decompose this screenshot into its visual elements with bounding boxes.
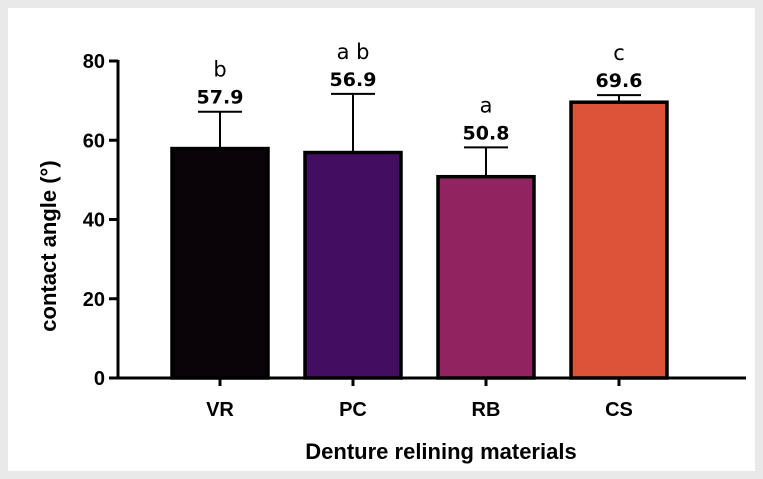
bar-vr	[170, 146, 270, 380]
significance-letter-rb: a	[480, 93, 493, 117]
x-axis-title: Denture relining materials	[305, 439, 576, 464]
significance-letter-cs: c	[613, 41, 625, 65]
figure-panel: 57.9 b 56.9 a b 50.8 a 69.6 c VR PC RB CS 0 20 40 60 80…	[8, 8, 755, 471]
y-tick-label-60: 60	[83, 130, 105, 152]
value-label-vr: 57.9	[197, 87, 244, 109]
y-tick-label-20: 20	[83, 289, 105, 311]
error-bars-layer	[198, 92, 641, 177]
y-tick-label-40: 40	[83, 210, 105, 232]
bar-cs	[569, 100, 669, 380]
bar-pc	[303, 150, 403, 380]
x-tick-label-pc: PC	[339, 399, 367, 421]
axes-layer: VR PC RB CS 0 20 40 60 80	[83, 51, 746, 421]
significance-letter-pc: a b	[337, 40, 370, 64]
y-tick-label-80: 80	[83, 51, 105, 73]
bar-rb	[436, 174, 536, 380]
y-axis-title: contact angle (°)	[36, 160, 61, 331]
significance-letter-vr: b	[213, 58, 226, 82]
value-label-pc: 56.9	[330, 69, 377, 91]
x-tick-label-vr: VR	[206, 399, 234, 421]
bar-labels-layer: 57.9 b 56.9 a b 50.8 a 69.6 c	[197, 40, 643, 144]
x-tick-label-cs: CS	[605, 399, 633, 421]
bars-layer	[170, 100, 669, 380]
value-label-cs: 69.6	[596, 70, 643, 92]
value-label-rb: 50.8	[463, 122, 510, 144]
bar-chart: 57.9 b 56.9 a b 50.8 a 69.6 c VR PC RB CS 0 20 40 60 80…	[36, 40, 746, 464]
y-tick-label-0: 0	[94, 368, 105, 390]
x-tick-label-rb: RB	[472, 399, 501, 421]
